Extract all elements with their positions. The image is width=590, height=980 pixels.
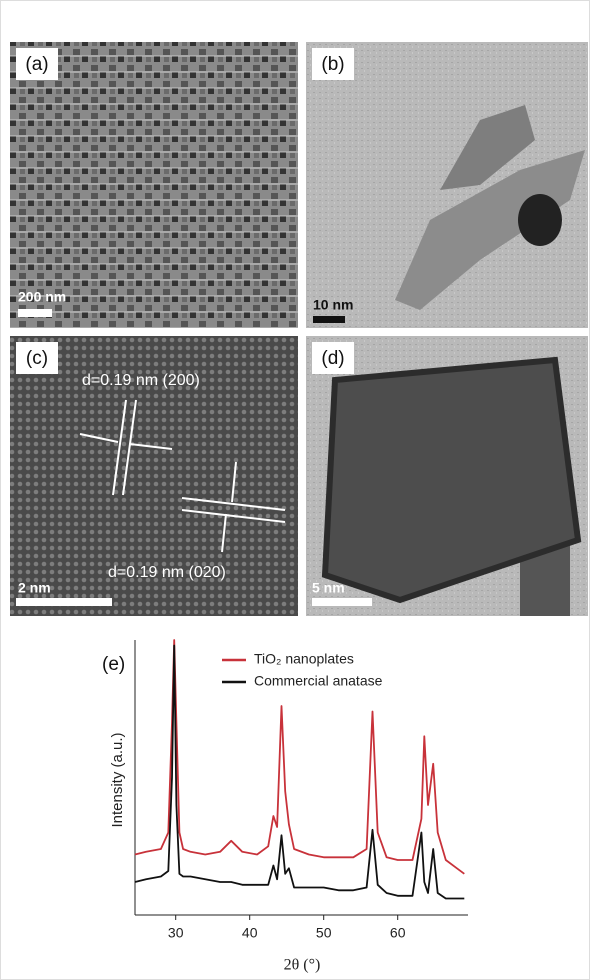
panel-label: (d): [321, 348, 344, 369]
x-tick-label: 30: [168, 925, 184, 941]
panel-label: (e): [102, 654, 125, 675]
scale-bar: [16, 598, 112, 606]
scale-text: 5 nm: [312, 580, 345, 596]
page: (a) 200 nm (b) 10 nm (c) d=0.19 nm (200)…: [0, 0, 590, 980]
x-tick-label: 50: [316, 925, 332, 941]
scale-text: 2 nm: [18, 580, 51, 596]
scale-bar: [313, 316, 345, 323]
scale-text: 10 nm: [313, 297, 353, 313]
annotation: d=0.19 nm (020): [108, 564, 226, 581]
legend-label: Commercial anatase: [254, 673, 383, 689]
scale-text: 200 nm: [18, 289, 66, 305]
x-axis-label: 2θ (°): [284, 957, 321, 974]
micrograph: [10, 42, 298, 328]
y-axis-label: Intensity (a.u.): [109, 732, 126, 827]
figure: (a) 200 nm (b) 10 nm (c) d=0.19 nm (200)…: [0, 0, 590, 980]
x-tick-label: 60: [390, 925, 406, 941]
particle: [518, 194, 562, 246]
panel-label: (c): [26, 348, 48, 369]
scale-bar: [312, 598, 372, 606]
annotation: d=0.19 nm (200): [82, 372, 200, 389]
x-tick-label: 40: [242, 925, 258, 941]
panel-label: (a): [25, 54, 48, 75]
scale-bar: [18, 309, 52, 317]
panel-label: (b): [321, 54, 344, 75]
legend-label: TiO₂ nanoplates: [254, 651, 354, 667]
